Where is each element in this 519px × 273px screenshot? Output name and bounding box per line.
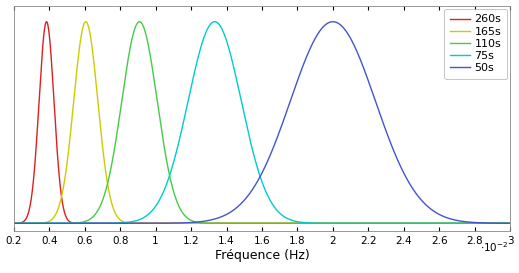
260s [444, 222, 450, 225]
260s [223, 222, 229, 225]
75s [444, 222, 450, 225]
75s [497, 222, 503, 225]
50s [67, 222, 74, 225]
75s [507, 222, 513, 225]
50s [444, 216, 450, 219]
50s [97, 222, 103, 225]
165s [67, 132, 74, 136]
50s [497, 222, 503, 225]
165s [223, 222, 229, 225]
110s [97, 205, 103, 208]
110s [201, 221, 208, 225]
260s [201, 222, 208, 225]
Text: $\cdot10^{-2}$: $\cdot10^{-2}$ [480, 240, 509, 254]
50s [11, 222, 17, 225]
110s [507, 222, 513, 225]
260s [97, 222, 103, 225]
75s [223, 37, 229, 40]
165s [444, 222, 450, 225]
260s [44, 20, 50, 23]
50s [330, 20, 336, 23]
75s [212, 20, 218, 23]
Line: 165s: 165s [14, 22, 510, 223]
260s [498, 222, 504, 225]
Line: 75s: 75s [14, 22, 510, 223]
110s [67, 222, 74, 225]
Line: 50s: 50s [14, 22, 510, 223]
50s [201, 219, 207, 223]
110s [444, 222, 450, 225]
260s [11, 222, 17, 225]
Legend: 260s, 165s, 110s, 75s, 50s: 260s, 165s, 110s, 75s, 50s [444, 9, 507, 79]
165s [97, 121, 103, 124]
75s [201, 35, 207, 38]
75s [67, 222, 74, 225]
165s [83, 20, 89, 23]
260s [507, 222, 513, 225]
50s [507, 222, 513, 225]
110s [136, 20, 143, 23]
Line: 110s: 110s [14, 22, 510, 223]
165s [507, 222, 513, 225]
110s [11, 222, 17, 225]
260s [67, 221, 74, 224]
165s [497, 222, 503, 225]
X-axis label: Fréquence (Hz): Fréquence (Hz) [214, 249, 309, 262]
75s [11, 222, 17, 225]
110s [497, 222, 503, 225]
75s [97, 222, 103, 225]
Line: 260s: 260s [14, 22, 510, 223]
165s [11, 222, 17, 225]
165s [201, 222, 208, 225]
50s [223, 213, 229, 216]
260s [331, 222, 337, 225]
110s [223, 222, 229, 225]
